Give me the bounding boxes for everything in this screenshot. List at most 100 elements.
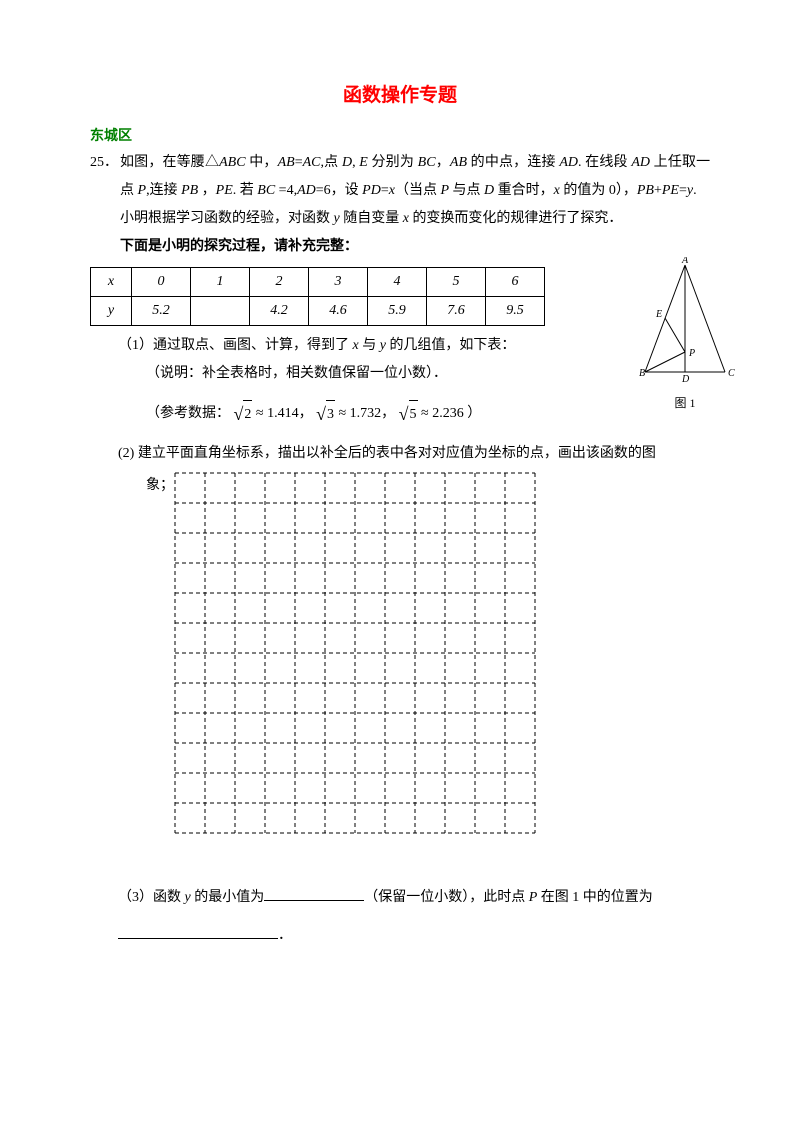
var-pe: PE	[216, 183, 233, 198]
text: 在图 1 中的位置为	[541, 890, 653, 905]
question-2b: 象；	[146, 472, 174, 834]
var-bc: BC	[418, 155, 436, 170]
blank-position[interactable]	[118, 938, 278, 939]
problem-statement: 如图，在等腰△ABC 中，AB=AC,点 D, E 分别为 BC，AB 的中点，…	[120, 149, 710, 261]
var-pd: PD	[362, 183, 381, 198]
text: 重合时，	[498, 183, 554, 198]
figure-1: A B C D E P 图 1	[630, 257, 740, 411]
blank-min-value[interactable]	[264, 900, 364, 901]
cell: 7.6	[427, 297, 486, 326]
text: 的值为	[563, 183, 605, 198]
svg-text:P: P	[688, 348, 695, 359]
sqrt3: 3	[326, 400, 335, 429]
cell: 4.6	[309, 297, 368, 326]
cell: 9.5	[486, 297, 545, 326]
text: ）	[467, 406, 481, 421]
cell: 3	[309, 268, 368, 297]
cell	[191, 297, 250, 326]
text: 点	[324, 155, 338, 170]
sqrt2: 2	[243, 400, 252, 429]
cell: 5.2	[132, 297, 191, 326]
svg-text:B: B	[639, 368, 645, 379]
text: 与	[362, 338, 376, 353]
sqrt5: 5	[409, 400, 418, 429]
bold-instruction: 下面是小明的探究过程，请补充完整：	[120, 239, 358, 254]
val: 2.236	[432, 406, 464, 421]
text: 小明根据学习函数的经验，对函数	[120, 211, 330, 226]
var-p: P	[138, 183, 147, 198]
var-x: x	[353, 338, 359, 353]
question-1-note: （说明：补全表格时，相关数值保留一位小数）．	[146, 360, 710, 388]
text: 如图，在等腰△	[120, 155, 219, 170]
cell: 2	[250, 268, 309, 297]
figure-1-caption: 图 1	[630, 394, 740, 411]
problem-25: 25． 如图，在等腰△ABC 中，AB=AC,点 D, E 分别为 BC，AB …	[90, 149, 710, 261]
text: 与点	[453, 183, 481, 198]
text: 0），	[609, 183, 637, 198]
var-ac: AC	[303, 155, 321, 170]
text: 中，	[249, 155, 277, 170]
question-2: (2) 建立平面直角坐标系，描出以补全后的表中各对对应值为坐标的点，画出该函数的…	[118, 440, 710, 468]
var-pe2: PE	[662, 183, 679, 198]
val: 1.732	[350, 406, 382, 421]
text: =6，	[316, 183, 345, 198]
var-ab: AB	[278, 155, 295, 170]
var-d: D	[342, 155, 352, 170]
approx: ≈	[421, 406, 429, 421]
var-e: E	[359, 155, 368, 170]
coordinate-grid	[174, 472, 536, 834]
var-pb2: PB	[637, 183, 654, 198]
var-bc2: BC	[257, 183, 275, 198]
cell: 6	[486, 268, 545, 297]
approx: ≈	[338, 406, 346, 421]
cell: 5.9	[368, 297, 427, 326]
district-label: 东城区	[90, 125, 710, 145]
var-d2: D	[484, 183, 494, 198]
var-ad: AD	[559, 155, 578, 170]
cell: 5	[427, 268, 486, 297]
reference-data: （参考数据： √2 ≈ 1.414， √3 ≈ 1.732， √5 ≈ 2.23…	[146, 396, 710, 432]
var-ad2: AD	[631, 155, 650, 170]
text: 的几组值，如下表：	[389, 338, 515, 353]
var-ab2: AB	[450, 155, 467, 170]
svg-text:A: A	[681, 257, 689, 266]
text: ．	[278, 928, 292, 943]
data-table: x 0 1 2 3 4 5 6 y 5.2 4.2 4.6 5.9 7.6 9.…	[90, 267, 545, 326]
text: 随自变量	[343, 211, 399, 226]
text: （保留一位小数），此时点	[364, 890, 525, 905]
text: 连接	[150, 183, 178, 198]
svg-text:D: D	[681, 374, 690, 385]
approx: ≈	[256, 406, 264, 421]
cell: x	[91, 268, 132, 297]
var-p: P	[529, 890, 538, 905]
var-ad3: AD	[297, 183, 316, 198]
text: （1）通过取点、画图、计算，得到了	[118, 338, 349, 353]
cell: 4	[368, 268, 427, 297]
var-x2: x	[554, 183, 560, 198]
text: 在线段	[585, 155, 627, 170]
svg-text:E: E	[655, 309, 662, 320]
var-y: y	[185, 890, 191, 905]
var-x3: x	[403, 211, 409, 226]
page-title: 函数操作专题	[90, 80, 710, 107]
var-p2: P	[440, 183, 449, 198]
text: （参考数据：	[146, 406, 230, 421]
cell: y	[91, 297, 132, 326]
text: 若	[240, 183, 254, 198]
problem-number: 25．	[90, 149, 118, 261]
text: （3）函数	[118, 890, 181, 905]
table-row: y 5.2 4.2 4.6 5.9 7.6 9.5	[91, 297, 545, 326]
cell: 1	[191, 268, 250, 297]
var-y2: y	[334, 211, 340, 226]
text: 分别为	[372, 155, 414, 170]
text: 的最小值为	[194, 890, 264, 905]
var-y: y	[687, 183, 693, 198]
question-3-blank: ．	[118, 922, 710, 950]
var-y: y	[380, 338, 386, 353]
table-row: x 0 1 2 3 4 5 6	[91, 268, 545, 297]
text: 的中点，连接	[471, 155, 556, 170]
svg-text:C: C	[728, 368, 735, 379]
question-3: （3）函数 y 的最小值为 （保留一位小数），此时点 P 在图 1 中的位置为	[118, 884, 710, 912]
cell: 0	[132, 268, 191, 297]
text: 的变换而变化的规律进行了探究．	[412, 211, 622, 226]
